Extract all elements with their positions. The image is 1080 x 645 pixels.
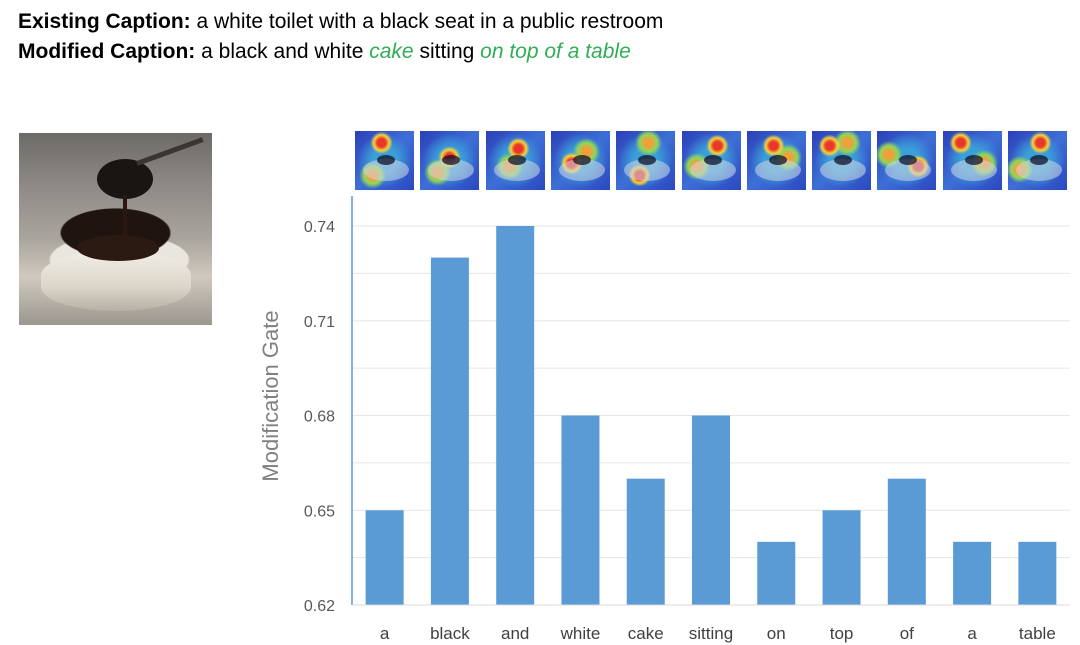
x-tick-label: top bbox=[830, 624, 854, 643]
y-axis-title: Modification Gate bbox=[258, 310, 283, 481]
thumb-cake-shape bbox=[558, 159, 605, 181]
x-tick-label: sitting bbox=[689, 624, 733, 643]
x-tick-label: table bbox=[1019, 624, 1056, 643]
thumb-cake-shape bbox=[885, 159, 932, 181]
bar bbox=[1018, 541, 1057, 605]
thumb-cake-shape bbox=[820, 159, 867, 181]
thumb-chocolate-shape bbox=[834, 155, 853, 165]
attention-heatmap bbox=[681, 131, 741, 190]
bar bbox=[430, 257, 469, 605]
modified-caption: Modified Caption: a black and white cake… bbox=[18, 40, 631, 64]
modified-caption-highlight: on top of a table bbox=[480, 40, 631, 63]
attention-heatmap bbox=[942, 131, 1002, 190]
modified-caption-part: sitting bbox=[413, 40, 481, 63]
modified-caption-part: a black and white bbox=[195, 40, 370, 63]
source-photo bbox=[19, 133, 212, 325]
bar bbox=[887, 478, 926, 605]
x-tick-label: black bbox=[430, 624, 470, 643]
thumb-chocolate-shape bbox=[964, 155, 983, 165]
thumb-chocolate-shape bbox=[377, 155, 396, 165]
thumb-cake-shape bbox=[363, 159, 410, 181]
existing-caption-text: a white toilet with a black seat in a pu… bbox=[190, 10, 664, 33]
x-tick-labels: a black and white cake sitting on top of a table bbox=[380, 624, 1056, 643]
y-tick-label: 0.65 bbox=[304, 503, 335, 520]
attention-heatmap bbox=[812, 131, 872, 190]
attention-heatmap bbox=[420, 131, 480, 190]
attention-heatmap bbox=[550, 131, 610, 190]
x-tick-label: cake bbox=[628, 624, 664, 643]
thumb-chocolate-shape bbox=[507, 155, 526, 165]
photo-ladle bbox=[97, 159, 153, 199]
attention-heatmap bbox=[355, 131, 415, 190]
bar bbox=[496, 226, 535, 605]
attention-heatmap bbox=[746, 131, 806, 190]
bars bbox=[365, 226, 1057, 605]
bar bbox=[561, 415, 600, 605]
y-tick-label: 0.71 bbox=[304, 314, 335, 331]
y-tick-label: 0.62 bbox=[304, 598, 335, 615]
x-tick-label: and bbox=[501, 624, 529, 643]
y-tick-labels: 0.62 0.65 0.68 0.71 0.74 bbox=[304, 219, 335, 615]
existing-caption-label: Existing Caption: bbox=[18, 10, 191, 33]
attention-heatmap bbox=[616, 131, 676, 190]
thumb-cake-shape bbox=[1015, 159, 1062, 181]
thumb-chocolate-shape bbox=[899, 155, 918, 165]
thumb-cake-shape bbox=[428, 159, 475, 181]
attention-heatmap bbox=[877, 131, 937, 190]
thumb-cake-shape bbox=[950, 159, 997, 181]
attention-heatmap bbox=[1007, 131, 1067, 190]
y-tick-label: 0.74 bbox=[304, 219, 335, 236]
modified-caption-label: Modified Caption: bbox=[18, 40, 196, 63]
bar bbox=[757, 541, 796, 605]
thumb-chocolate-shape bbox=[703, 155, 722, 165]
thumb-cake-shape bbox=[493, 159, 540, 181]
thumb-cake-shape bbox=[624, 159, 671, 181]
thumb-chocolate-shape bbox=[768, 155, 787, 165]
thumb-chocolate-shape bbox=[1029, 155, 1048, 165]
thumb-cake-shape bbox=[689, 159, 736, 181]
thumb-cake-shape bbox=[754, 159, 801, 181]
x-tick-label: white bbox=[560, 624, 601, 643]
bar bbox=[626, 478, 665, 605]
x-tick-label: a bbox=[967, 624, 977, 643]
existing-caption: Existing Caption: a white toilet with a … bbox=[18, 10, 663, 34]
bar bbox=[953, 541, 992, 605]
thumb-chocolate-shape bbox=[572, 155, 591, 165]
photo-chocolate-drip bbox=[123, 195, 127, 243]
x-tick-label: of bbox=[900, 624, 914, 643]
y-tick-label: 0.68 bbox=[304, 409, 335, 426]
x-tick-label: on bbox=[767, 624, 786, 643]
modified-caption-highlight: cake bbox=[369, 40, 414, 63]
thumb-chocolate-shape bbox=[442, 155, 461, 165]
x-tick-label: a bbox=[380, 624, 390, 643]
thumb-chocolate-shape bbox=[638, 155, 657, 165]
bar bbox=[692, 415, 730, 605]
attention-heatmap bbox=[485, 131, 545, 190]
bar bbox=[365, 510, 404, 605]
bar bbox=[822, 510, 861, 605]
